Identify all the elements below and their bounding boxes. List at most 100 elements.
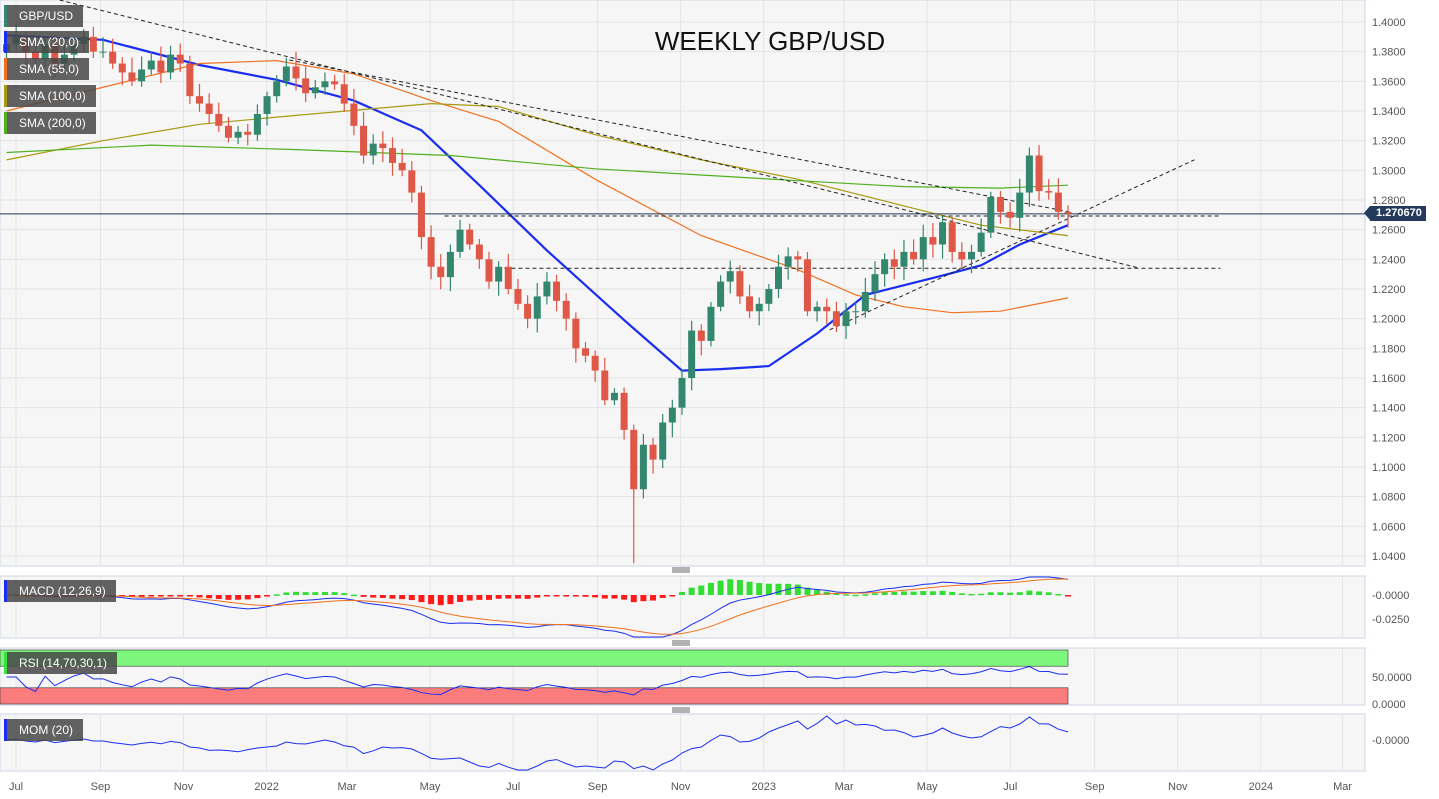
candle <box>292 51 300 91</box>
candle <box>987 191 995 238</box>
candle <box>273 75 281 103</box>
macd-histogram-bar <box>958 593 965 595</box>
macd-histogram-bar <box>949 591 956 595</box>
x-tick-label: Sep <box>91 781 111 793</box>
candle <box>224 117 232 143</box>
candle <box>99 37 107 58</box>
macd-histogram-bar <box>987 592 994 595</box>
candle <box>620 387 628 440</box>
macd-histogram-bar <box>717 580 724 595</box>
candle-body <box>948 222 956 252</box>
candle <box>881 253 889 287</box>
macd-histogram-bar <box>244 595 251 600</box>
candle <box>302 66 310 103</box>
macd-histogram-bar <box>264 595 271 597</box>
candle-body <box>138 69 146 82</box>
candle-body <box>939 222 947 245</box>
rsi-tick-label: 0.0000 <box>1372 699 1406 711</box>
macd-histogram-bar <box>814 589 821 595</box>
legend-symbol[interactable]: GBP/USD <box>4 5 84 27</box>
candle-body <box>157 60 165 73</box>
candle <box>176 43 184 73</box>
macd-histogram-bar <box>659 595 666 598</box>
candle-body <box>649 444 657 460</box>
candle <box>630 424 638 564</box>
legend-macd[interactable]: MACD (12,26,9) <box>4 580 116 602</box>
candle-body <box>717 281 725 307</box>
candle <box>437 254 445 290</box>
y-tick-label: 1.4000 <box>1372 17 1406 29</box>
sma-line-100-0 <box>6 102 1069 237</box>
candle-body <box>707 306 715 341</box>
candle <box>263 91 271 126</box>
macd-histogram-bar <box>428 595 435 605</box>
candle <box>475 238 483 269</box>
candle-body <box>977 232 985 252</box>
candle <box>253 104 261 141</box>
candle-body <box>1035 155 1043 192</box>
macd-histogram-bar <box>601 595 608 599</box>
candle <box>649 437 657 474</box>
legend-rsi[interactable]: RSI (14,70,30,1) <box>4 652 118 674</box>
candle-body <box>881 259 889 275</box>
candle-body <box>186 63 194 97</box>
macd-histogram-bar <box>746 581 753 595</box>
legend-sma-200[interactable]: SMA (200,0) <box>4 112 96 134</box>
candle <box>1054 178 1062 220</box>
candle-body <box>89 36 97 52</box>
candle-body <box>996 197 1004 212</box>
macd-histogram-bar <box>360 595 367 597</box>
candle <box>205 93 213 124</box>
candle-body <box>196 96 203 104</box>
candle <box>659 414 667 469</box>
candle-body <box>31 51 39 60</box>
macd-histogram-bar <box>254 595 261 599</box>
candle <box>89 26 97 58</box>
candle <box>794 250 802 272</box>
legend-sma-100[interactable]: SMA (100,0) <box>4 85 96 107</box>
candle-body <box>263 96 271 114</box>
x-tick-label: Sep <box>1085 781 1105 793</box>
y-tick-label: 1.2600 <box>1372 225 1406 237</box>
macd-histogram-bar <box>688 587 695 595</box>
candle <box>321 72 329 95</box>
candle <box>591 350 599 382</box>
candle <box>504 253 512 295</box>
candle <box>717 275 725 312</box>
macd-histogram-bar <box>563 595 570 597</box>
macd-histogram-bar <box>794 584 801 595</box>
macd-line <box>6 576 1069 638</box>
macd-histogram-bar <box>553 595 560 597</box>
candle <box>1006 202 1014 228</box>
candle-body <box>958 251 966 260</box>
candle-body <box>51 44 59 64</box>
y-tick-label: 1.1600 <box>1372 373 1406 385</box>
legend-sma-55[interactable]: SMA (55,0) <box>4 58 90 80</box>
candle <box>784 247 792 280</box>
candle <box>996 190 1004 224</box>
candle-body <box>437 266 445 278</box>
macd-histogram-bar <box>1036 591 1043 595</box>
candle-body <box>485 259 493 282</box>
candle-body <box>427 237 435 267</box>
candle <box>755 297 763 326</box>
macd-histogram-bar <box>119 595 126 597</box>
macd-histogram-bar <box>206 595 213 599</box>
candle-body <box>456 229 464 252</box>
macd-histogram-bar <box>486 595 492 600</box>
candle <box>582 342 589 363</box>
candle <box>977 218 985 257</box>
legend-mom[interactable]: MOM (20) <box>4 719 83 741</box>
candle <box>147 51 155 75</box>
candle-body <box>842 311 850 327</box>
candle-body <box>369 143 377 156</box>
candle-body <box>311 87 319 94</box>
macd-signal-line <box>6 578 1069 635</box>
legend-sma-20[interactable]: SMA (20,0) <box>4 31 90 53</box>
candle <box>842 303 850 339</box>
candle <box>610 388 618 406</box>
candle-body <box>746 296 754 312</box>
macd-histogram-bar <box>640 595 647 602</box>
candle-body <box>572 318 580 349</box>
